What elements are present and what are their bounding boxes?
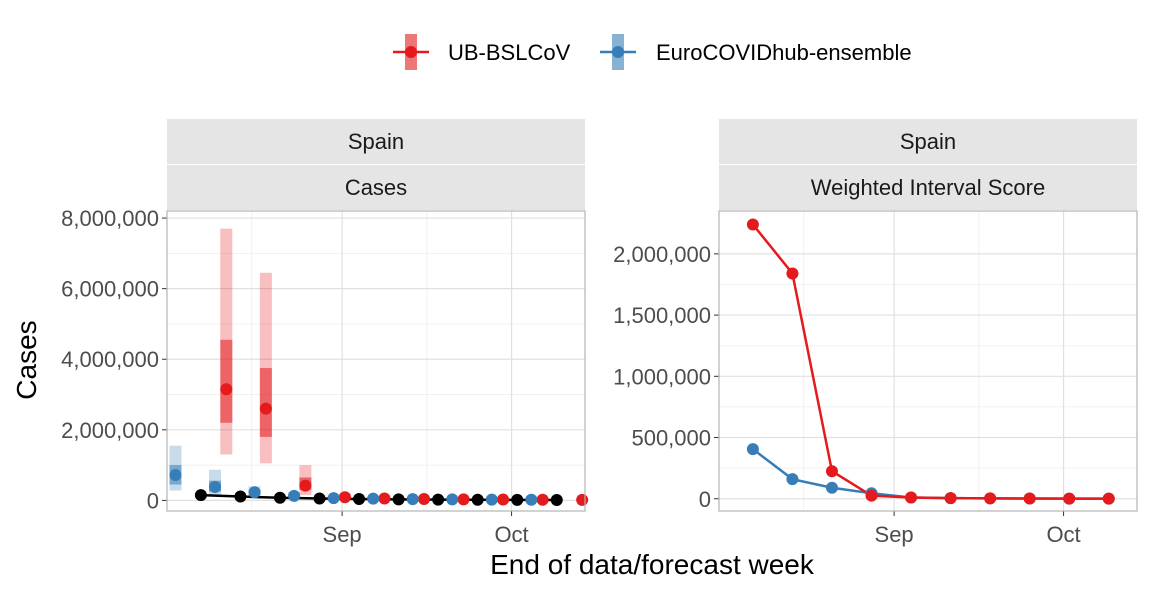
- panel-1-series-point-ub-bslcov: [1024, 493, 1036, 505]
- panel-1-strip-top-label: Spain: [900, 129, 956, 154]
- panel-0-strip-top-label: Spain: [348, 129, 404, 154]
- panel-0-median-point-ub-bslcov: [339, 491, 351, 503]
- legend-key-ub-bslcov: [393, 34, 429, 70]
- panel-1-series-point-ub-bslcov: [866, 490, 878, 502]
- panel-0-observed-point: [432, 494, 444, 506]
- panel-0-band-inner-ub-bslcov: [220, 340, 232, 423]
- panel-1-tick-label-y: 0: [699, 487, 711, 512]
- panel-0-observed-point: [195, 489, 207, 501]
- panel-1-tick-label-x: Sep: [875, 522, 914, 547]
- panel-0-observed-point: [511, 494, 523, 506]
- panel-1-series-point-eurocovidhub-ensemble: [747, 443, 759, 455]
- panel-0-median-point-ub-bslcov: [497, 494, 509, 506]
- panel-1-strip-bottom-label: Weighted Interval Score: [811, 175, 1045, 200]
- panel-0-tick-label-y: 2,000,000: [61, 418, 159, 443]
- panel-0-median-point-ub-bslcov: [418, 493, 430, 505]
- legend-key-eurocovidhub-ensemble: [600, 34, 636, 70]
- panel-0-median-point-eurocovidhub-ensemble: [328, 492, 340, 504]
- panel-0-median-point-ub-bslcov: [260, 403, 272, 415]
- panel-1-series-point-ub-bslcov: [905, 492, 917, 504]
- panel-1-series-point-ub-bslcov: [826, 465, 838, 477]
- panel-1-series-point-eurocovidhub-ensemble: [786, 473, 798, 485]
- panel-0-observed-point: [393, 493, 405, 505]
- y-axis-title: Cases: [11, 320, 42, 399]
- panel-1-series-point-ub-bslcov: [786, 267, 798, 279]
- panel-0-tick-label-y: 8,000,000: [61, 206, 159, 231]
- panel-0-median-point-eurocovidhub-ensemble: [446, 493, 458, 505]
- panel-0-observed-point: [551, 494, 563, 506]
- panel-0-tick-label-y: 4,000,000: [61, 347, 159, 372]
- panel-0-observed-point: [472, 494, 484, 506]
- panel-0-median-point-ub-bslcov: [220, 383, 232, 395]
- panel-0-median-point-ub-bslcov: [537, 494, 549, 506]
- panel-0-observed-point: [234, 491, 246, 503]
- panel-0-median-point-ub-bslcov: [378, 492, 390, 504]
- panel-1-tick-label-y: 500,000: [631, 426, 711, 451]
- panel-0-band-inner-ub-bslcov: [260, 368, 272, 437]
- panel-0-median-point-eurocovidhub-ensemble: [288, 490, 300, 502]
- panel-0-observed-point: [314, 492, 326, 504]
- panel-0-median-point-eurocovidhub-ensemble: [407, 493, 419, 505]
- legend-label-eurocovidhub-ensemble: EuroCOVIDhub-ensemble: [656, 40, 912, 65]
- panel-1-series-point-ub-bslcov: [945, 492, 957, 504]
- panel-0-tick-label-x: Oct: [494, 522, 528, 547]
- panel-cases: Spain Cases 0 2,000,000 4,000,000 6,000,000 8,…: [61, 119, 588, 547]
- legend-key-eurocovidhub-ensemble-point: [612, 46, 624, 58]
- panel-1-series-point-eurocovidhub-ensemble: [826, 482, 838, 494]
- x-axis-title: End of data/forecast week: [490, 549, 815, 580]
- panel-0-median-point-eurocovidhub-ensemble: [249, 486, 261, 498]
- panel-0-median-point-ub-bslcov: [299, 480, 311, 492]
- panel-0-median-point-ub-bslcov: [458, 493, 470, 505]
- panel-1-series-point-ub-bslcov: [984, 492, 996, 504]
- panel-1-tick-label-y: 2,000,000: [613, 242, 711, 267]
- panel-0-observed-point: [353, 493, 365, 505]
- panel-0-median-point-eurocovidhub-ensemble: [169, 469, 181, 481]
- panel-0-tick-label-x: Sep: [323, 522, 362, 547]
- panel-1-plot-background: [719, 211, 1137, 511]
- panel-1-tick-label-x: Oct: [1046, 522, 1080, 547]
- panel-0-median-point-eurocovidhub-ensemble: [486, 494, 498, 506]
- panel-0-strip-bottom-label: Cases: [345, 175, 407, 200]
- panel-1-tick-label-y: 1,000,000: [613, 364, 711, 389]
- legend-key-ub-bslcov-point: [405, 46, 417, 58]
- panel-0-median-point-eurocovidhub-ensemble: [367, 493, 379, 505]
- panel-0-median-point-eurocovidhub-ensemble: [525, 494, 537, 506]
- panel-0-median-point-ub-bslcov: [576, 494, 588, 506]
- panel-1-series-point-ub-bslcov: [747, 218, 759, 230]
- panel-0-tick-label-y: 0: [147, 488, 159, 513]
- panel-0-observed-point: [274, 492, 286, 504]
- panel-1-series-point-ub-bslcov: [1103, 493, 1115, 505]
- panel-0-tick-label-y: 6,000,000: [61, 277, 159, 302]
- panel-0-median-point-eurocovidhub-ensemble: [209, 481, 221, 493]
- panel-1-tick-label-y: 1,500,000: [613, 303, 711, 328]
- legend-label-ub-bslcov: UB-BSLCoV: [448, 40, 571, 65]
- panel-weighted-interval-score: Spain Weighted Interval Score 0 500,000 1,00…: [613, 119, 1137, 547]
- panel-1-series-point-ub-bslcov: [1063, 493, 1075, 505]
- legend: UB-BSLCoV EuroCOVIDhub-ensemble: [393, 34, 912, 70]
